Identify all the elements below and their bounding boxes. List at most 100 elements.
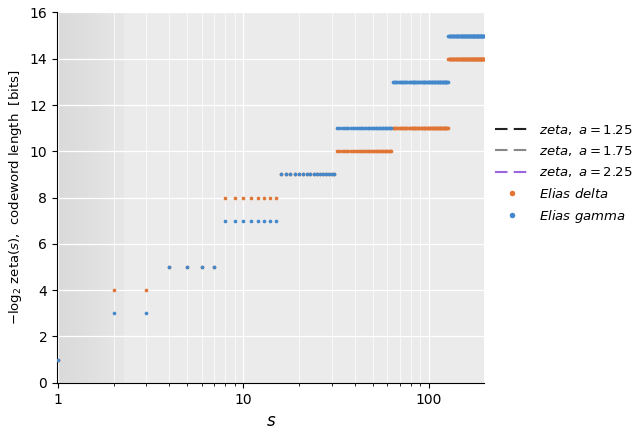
Point bbox=[431, 78, 442, 85]
Point bbox=[461, 32, 472, 39]
Point bbox=[472, 32, 482, 39]
Point bbox=[420, 125, 430, 132]
Point bbox=[457, 55, 467, 62]
Point bbox=[417, 78, 428, 85]
Point bbox=[448, 32, 458, 39]
Point bbox=[298, 171, 308, 178]
Point bbox=[444, 55, 454, 62]
Point bbox=[343, 148, 353, 155]
Point bbox=[477, 32, 488, 39]
Point bbox=[363, 148, 373, 155]
Point bbox=[366, 148, 376, 155]
Point bbox=[463, 55, 474, 62]
Point bbox=[437, 78, 447, 85]
Point bbox=[276, 171, 286, 178]
Point bbox=[321, 171, 331, 178]
Point bbox=[285, 171, 296, 178]
Point bbox=[462, 55, 472, 62]
Point bbox=[471, 55, 481, 62]
Point bbox=[445, 32, 456, 39]
Point bbox=[437, 125, 447, 132]
Point bbox=[371, 148, 381, 155]
Point bbox=[400, 78, 410, 85]
Point bbox=[419, 78, 429, 85]
Point bbox=[453, 55, 463, 62]
Point bbox=[141, 287, 151, 294]
Point bbox=[452, 55, 463, 62]
Point bbox=[458, 32, 468, 39]
Point bbox=[197, 264, 207, 271]
Point bbox=[390, 78, 400, 85]
Point bbox=[305, 171, 316, 178]
Point bbox=[308, 171, 319, 178]
Point bbox=[290, 171, 300, 178]
Point bbox=[461, 55, 472, 62]
Point bbox=[441, 125, 451, 132]
Point bbox=[380, 148, 390, 155]
Point bbox=[471, 32, 481, 39]
Point bbox=[396, 125, 406, 132]
Point bbox=[364, 125, 374, 132]
Point bbox=[395, 78, 405, 85]
Point bbox=[426, 125, 436, 132]
Point bbox=[403, 125, 413, 132]
Point bbox=[459, 32, 469, 39]
Point bbox=[265, 194, 275, 201]
Point bbox=[440, 78, 450, 85]
Point bbox=[397, 125, 407, 132]
Point bbox=[468, 55, 479, 62]
Point bbox=[424, 78, 435, 85]
Point bbox=[351, 125, 362, 132]
Point bbox=[469, 55, 479, 62]
Point bbox=[108, 287, 118, 294]
Point bbox=[461, 32, 472, 39]
Point bbox=[375, 148, 385, 155]
Point bbox=[467, 55, 477, 62]
Point bbox=[477, 32, 488, 39]
Point bbox=[461, 55, 472, 62]
Point bbox=[230, 194, 240, 201]
Point bbox=[386, 148, 396, 155]
Point bbox=[419, 125, 429, 132]
Point bbox=[392, 78, 403, 85]
Point bbox=[361, 125, 371, 132]
Point bbox=[298, 171, 308, 178]
Point bbox=[463, 55, 473, 62]
Point bbox=[435, 125, 445, 132]
Point bbox=[449, 32, 460, 39]
Point bbox=[422, 125, 432, 132]
Point bbox=[341, 125, 351, 132]
Point bbox=[478, 55, 488, 62]
Point bbox=[422, 125, 433, 132]
Point bbox=[381, 125, 391, 132]
Point bbox=[474, 55, 484, 62]
Point bbox=[375, 125, 385, 132]
Point bbox=[469, 32, 479, 39]
Point bbox=[444, 32, 454, 39]
Point bbox=[315, 171, 325, 178]
Point bbox=[476, 55, 486, 62]
Point bbox=[464, 55, 474, 62]
Point bbox=[451, 32, 461, 39]
Point bbox=[410, 125, 420, 132]
Point bbox=[474, 55, 484, 62]
Point bbox=[460, 32, 470, 39]
Legend: $\it{zeta},\ a = 1.25$, $\it{zeta},\ a = 1.75$, $\it{zeta},\ a = 2.25$, $\it{Eli: $\it{zeta},\ a = 1.25$, $\it{zeta},\ a =… bbox=[495, 123, 632, 225]
Point bbox=[451, 55, 461, 62]
Point bbox=[361, 148, 371, 155]
Point bbox=[434, 125, 444, 132]
Point bbox=[440, 78, 451, 85]
Point bbox=[467, 55, 477, 62]
Point bbox=[460, 55, 470, 62]
Point bbox=[396, 78, 406, 85]
Point bbox=[164, 264, 175, 271]
Point bbox=[477, 32, 487, 39]
Point bbox=[479, 32, 489, 39]
Point bbox=[461, 55, 471, 62]
Point bbox=[369, 125, 380, 132]
Point bbox=[439, 78, 449, 85]
Point bbox=[312, 171, 322, 178]
Point bbox=[476, 32, 486, 39]
Point bbox=[108, 310, 118, 317]
Point bbox=[468, 32, 479, 39]
